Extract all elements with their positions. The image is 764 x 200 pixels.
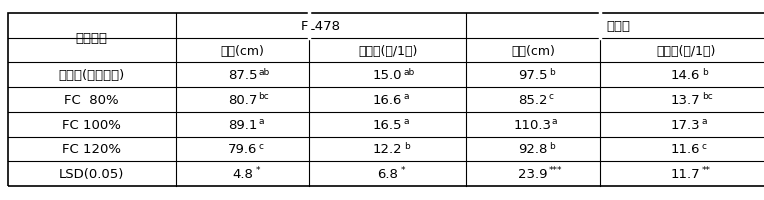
Text: 97.5: 97.5 — [518, 69, 548, 82]
Text: bc: bc — [701, 92, 713, 101]
Text: 15.0: 15.0 — [373, 69, 403, 82]
Text: FC 120%: FC 120% — [62, 143, 121, 156]
Text: b: b — [404, 141, 410, 150]
Text: 수분함량: 수분함량 — [76, 32, 108, 45]
Text: **: ** — [701, 166, 711, 175]
Text: a: a — [404, 116, 410, 125]
Text: 79.6: 79.6 — [228, 143, 257, 156]
Text: a: a — [258, 116, 264, 125]
Text: 아세미: 아세미 — [607, 20, 631, 33]
Text: FC 100%: FC 100% — [62, 118, 121, 131]
Text: b: b — [549, 141, 555, 150]
Text: 12.2: 12.2 — [373, 143, 403, 156]
Text: ab: ab — [404, 67, 415, 76]
Text: b: b — [701, 67, 707, 76]
Text: 분얼수(개/1주): 분얼수(개/1주) — [656, 44, 715, 57]
Text: *: * — [401, 166, 405, 175]
Text: a: a — [404, 92, 410, 101]
Text: 13.7: 13.7 — [671, 94, 701, 106]
Text: bc: bc — [258, 92, 270, 101]
Text: 16.6: 16.6 — [373, 94, 403, 106]
Text: ***: *** — [549, 166, 562, 175]
Text: FL478: FL478 — [301, 20, 341, 33]
Text: 11.7: 11.7 — [671, 167, 701, 180]
Text: 87.5: 87.5 — [228, 69, 257, 82]
Text: 110.3: 110.3 — [514, 118, 552, 131]
Text: LSD(0.05): LSD(0.05) — [59, 167, 125, 180]
Text: b: b — [549, 67, 555, 76]
Text: c: c — [258, 141, 264, 150]
Text: 85.2: 85.2 — [518, 94, 548, 106]
Text: 대조구(담수관개): 대조구(담수관개) — [59, 69, 125, 82]
Text: 14.6: 14.6 — [671, 69, 701, 82]
Text: 초장(cm): 초장(cm) — [221, 44, 264, 57]
Text: 23.9: 23.9 — [518, 167, 548, 180]
Text: 16.5: 16.5 — [373, 118, 403, 131]
Text: a: a — [552, 116, 558, 125]
Text: 6.8: 6.8 — [377, 167, 398, 180]
Text: 4.8: 4.8 — [232, 167, 253, 180]
Text: 17.3: 17.3 — [671, 118, 701, 131]
Bar — [8, 14, 764, 186]
Text: 92.8: 92.8 — [518, 143, 548, 156]
Text: c: c — [549, 92, 554, 101]
Text: a: a — [701, 116, 707, 125]
Text: c: c — [701, 141, 707, 150]
Text: 초장(cm): 초장(cm) — [511, 44, 555, 57]
Text: 80.7: 80.7 — [228, 94, 257, 106]
Text: 11.6: 11.6 — [671, 143, 701, 156]
Text: 분얼수(개/1주): 분얼수(개/1주) — [358, 44, 417, 57]
Text: *: * — [255, 166, 260, 175]
Text: 89.1: 89.1 — [228, 118, 257, 131]
Text: ab: ab — [258, 67, 270, 76]
Text: FC  80%: FC 80% — [64, 94, 119, 106]
